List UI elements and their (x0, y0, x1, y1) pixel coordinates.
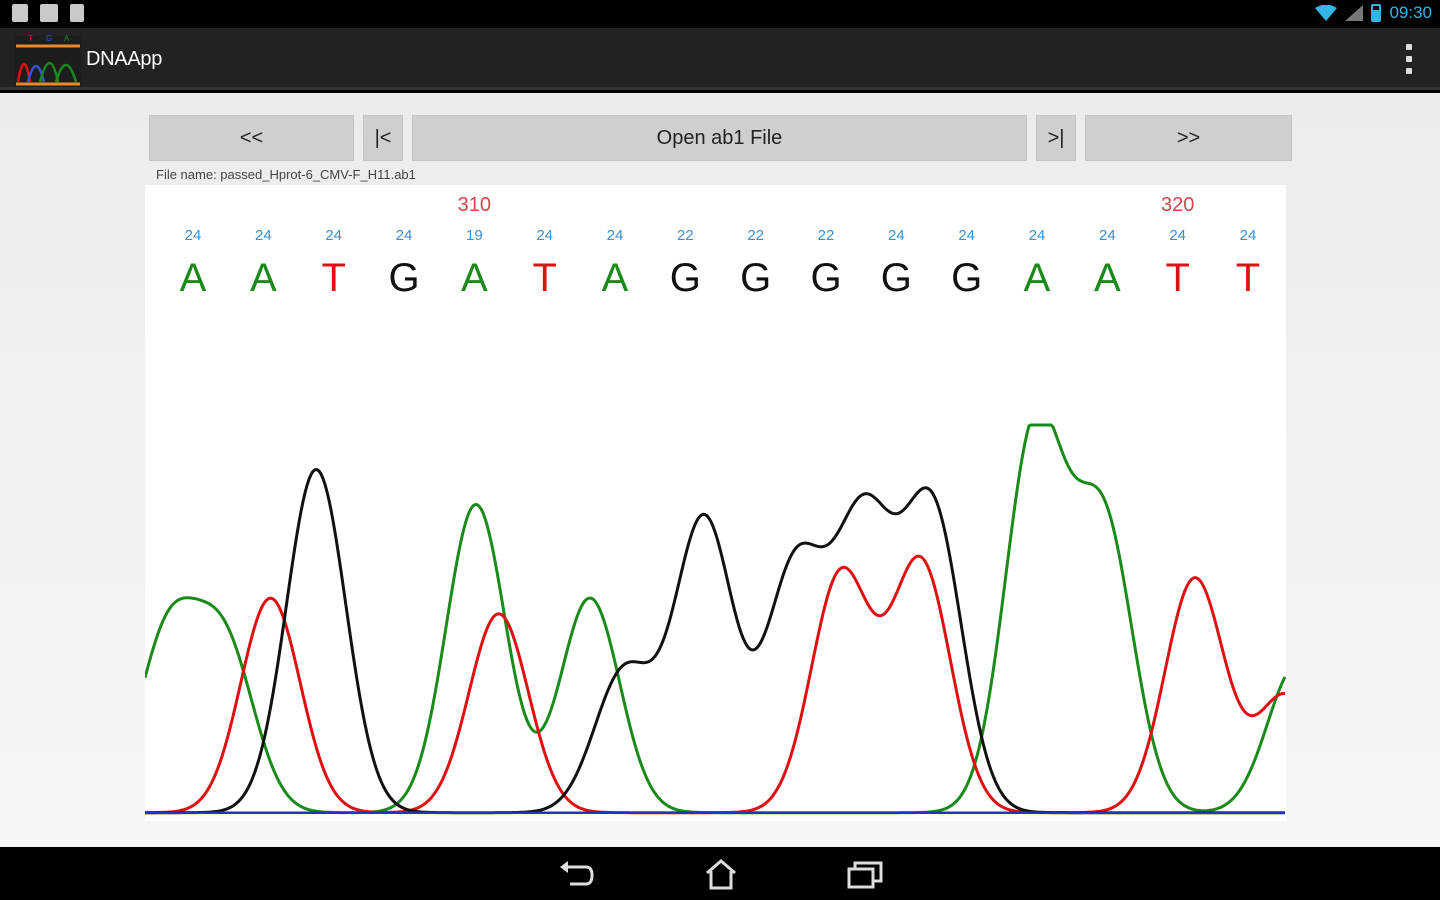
file-name-label: File name: passed_Hprot-6_CMV-F_H11.ab1 (156, 167, 416, 182)
sd-card-icon (70, 4, 84, 22)
recent-apps-icon[interactable] (845, 857, 885, 891)
position-label: 320 (1161, 194, 1194, 216)
home-icon[interactable] (701, 857, 741, 891)
trace-a (145, 423, 1286, 815)
quality-score: 24 (888, 227, 905, 244)
logo-letter: A (64, 34, 70, 43)
next-page-button[interactable]: >> (1085, 115, 1292, 161)
quality-score: 24 (607, 227, 624, 244)
base-call: T (1236, 256, 1260, 300)
base-call: T (1165, 256, 1189, 300)
quality-score: 24 (185, 227, 202, 244)
quality-score: 22 (677, 227, 694, 244)
quality-score: 22 (747, 227, 764, 244)
base-call: T (321, 256, 345, 300)
base-call: G (881, 256, 912, 300)
wifi-icon (1315, 5, 1338, 21)
quality-score: 24 (958, 227, 975, 244)
position-label: 310 (458, 194, 491, 216)
trace-g (145, 468, 1285, 815)
status-notifications (12, 4, 84, 22)
battery-icon (1371, 4, 1382, 22)
quality-score: 24 (536, 227, 553, 244)
base-call: A (250, 256, 277, 300)
action-bar: T G A DNAApp (0, 28, 1440, 90)
base-call: A (180, 256, 207, 300)
base-call: G (951, 256, 982, 300)
base-call: G (670, 256, 701, 300)
quality-score: 24 (1029, 227, 1046, 244)
base-call: T (532, 256, 556, 300)
signal-icon (1345, 5, 1364, 21)
quality-score: 24 (396, 227, 413, 244)
status-bar: 09:30 (0, 0, 1440, 28)
quality-score: 24 (255, 227, 272, 244)
main-content: << |< Open ab1 File >| >> File name: pas… (0, 93, 1440, 847)
back-icon[interactable] (556, 857, 596, 891)
base-call: G (810, 256, 841, 300)
quality-score: 24 (1169, 227, 1186, 244)
app-logo: T G A (15, 34, 81, 86)
prev-page-button[interactable]: << (149, 115, 354, 161)
quality-score: 24 (325, 227, 342, 244)
base-call: A (602, 256, 629, 300)
base-call: A (1094, 256, 1121, 300)
app-title: DNAApp (86, 48, 163, 70)
logo-letter: T (28, 34, 33, 43)
base-call: A (461, 256, 488, 300)
quality-score: 22 (818, 227, 835, 244)
clock: 09:30 (1389, 3, 1432, 22)
logo-letter: G (46, 34, 52, 43)
debug-icon (12, 4, 28, 22)
navigation-bar (0, 847, 1440, 900)
quality-score: 24 (1240, 227, 1257, 244)
chromatogram[interactable]: 310 320 24 A 24 A 24 T 24 G 19 A 24 T 24 A 22 G 22 G 22 G 24 G 2… (145, 185, 1286, 821)
base-call: G (740, 256, 771, 300)
last-button[interactable]: >| (1036, 115, 1076, 161)
quality-score: 19 (466, 227, 483, 244)
keyboard-icon (40, 4, 58, 22)
quality-score: 24 (1099, 227, 1116, 244)
chromatogram-panel[interactable]: 310 320 24 A 24 A 24 T 24 G 19 A 24 T 24 A 22 G 22 G 22 G 24 G 2… (145, 185, 1286, 821)
base-call: G (388, 256, 419, 300)
base-call: A (1024, 256, 1051, 300)
overflow-menu-icon[interactable] (1404, 44, 1414, 74)
open-file-button[interactable]: Open ab1 File (412, 115, 1027, 161)
status-indicators: 09:30 (1315, 3, 1432, 23)
trace-t (145, 554, 1286, 815)
first-button[interactable]: |< (363, 115, 403, 161)
